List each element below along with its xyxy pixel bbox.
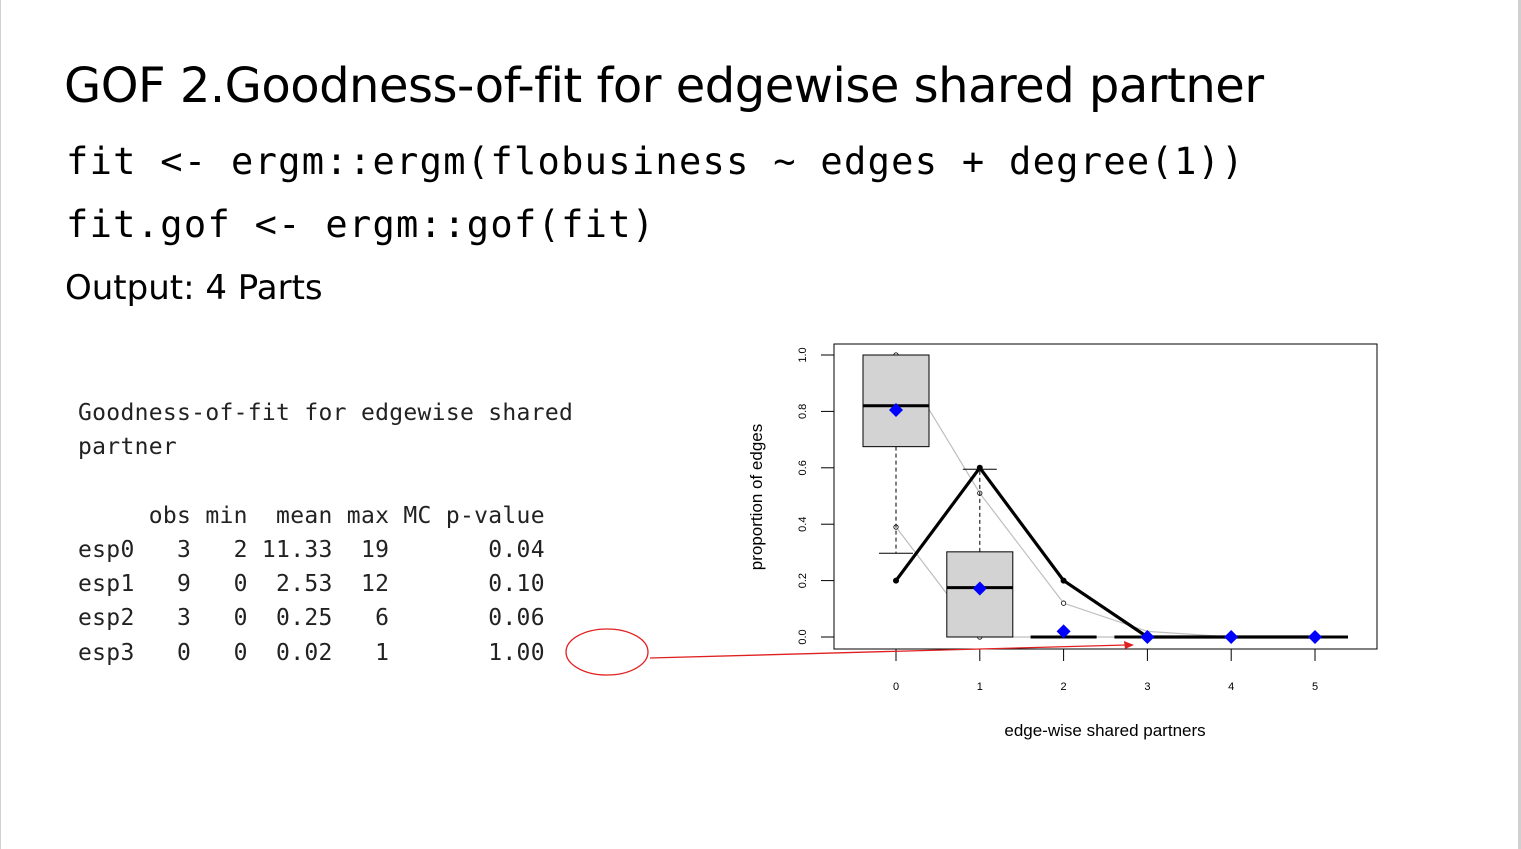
code-line-ergm-fit: fit <- ergm::ergm(flobusiness ~ edges + … — [66, 140, 1245, 183]
slide-border-right — [1518, 0, 1521, 849]
y-tick-label: 1.0 — [797, 347, 809, 362]
x-tick-label: 3 — [1144, 681, 1150, 693]
y-tick-label: 0.8 — [797, 404, 809, 419]
slide-title: GOF 2.Goodness-of-fit for edgewise share… — [64, 58, 1264, 114]
y-tick-label: 0.4 — [797, 517, 809, 532]
y-tick-label: 0.2 — [797, 573, 809, 588]
output-row-esp2: esp2 3 0 0.25 6 0.06 — [78, 605, 545, 631]
annotation-arrow-head — [1124, 641, 1134, 649]
code-line-gof: fit.gof <- ergm::gof(fit) — [66, 203, 656, 246]
slide-subtitle: Output: 4 Parts — [65, 268, 323, 308]
mean-diamond — [1056, 624, 1071, 639]
mean-diamond — [1140, 630, 1155, 644]
x-tick-label: 1 — [977, 681, 983, 693]
observed-point — [976, 464, 983, 471]
output-heading-line2: partner — [78, 434, 178, 460]
x-tick-label: 0 — [893, 681, 899, 693]
y-tick-label: 0.6 — [797, 460, 809, 475]
annotation-arrow-line — [649, 644, 1127, 659]
x-tick-label: 2 — [1061, 681, 1067, 693]
output-heading-line1: Goodness-of-fit for edgewise shared — [78, 400, 574, 426]
x-axis-label: edge-wise shared partners — [1004, 721, 1205, 740]
observed-point — [1060, 577, 1067, 584]
y-axis-label: proportion of edges — [747, 424, 766, 571]
output-row-esp3: esp3 0 0 0.02 1 1.00 — [78, 640, 545, 666]
box-body — [862, 354, 930, 448]
x-tick-label: 4 — [1228, 681, 1234, 693]
plot-frame — [833, 343, 1378, 650]
band-upper-point — [1061, 600, 1067, 606]
output-row-esp1: esp1 9 0 2.53 12 0.10 — [78, 571, 545, 597]
slide-border-left — [0, 0, 1, 849]
highlight-circle — [565, 628, 649, 676]
mean-diamond — [1224, 630, 1239, 644]
observed-line — [894, 466, 1315, 639]
y-tick-label: 0.0 — [797, 629, 809, 644]
observed-point — [893, 577, 899, 584]
output-row-esp0: esp0 3 2 11.33 19 0.04 — [78, 537, 545, 563]
x-tick-label: 5 — [1312, 681, 1318, 693]
mean-diamond — [889, 402, 903, 417]
output-table-header: obs min mean max MC p-value — [78, 503, 545, 529]
mean-diamond — [1308, 630, 1322, 644]
mean-diamond — [972, 581, 987, 596]
